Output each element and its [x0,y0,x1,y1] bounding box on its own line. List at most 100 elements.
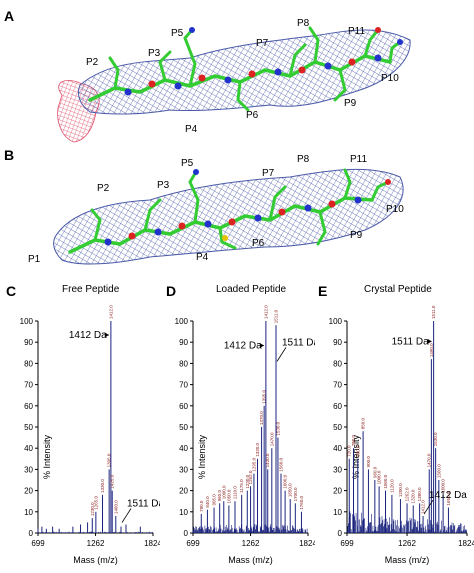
peak-mass-label: 1760.0 [299,496,304,510]
peak-mass-label: 900.0 [366,456,371,468]
label-p7: P7 [256,38,269,49]
peptide-backbone-b [68,168,390,254]
label-b-p3: P3 [157,180,170,191]
peak-mass-label: 960.0 [217,490,222,502]
x-axis-label: Mass (m/z) [385,555,430,565]
peak-mass-label: 840.0 [205,496,210,508]
x-tick-label: 699 [31,539,45,548]
peak-mass-label: 1330.0 [100,479,105,493]
y-tick-label: 10 [179,508,188,517]
label-b-p10: P10 [386,204,404,215]
peak-mass-label: 1295.0 [251,457,256,471]
label-b-p6: P6 [252,238,265,249]
chart-c-title: Free Peptide [62,284,120,295]
label-p2: P2 [86,57,99,68]
peak-mass-label: 1395.0 [107,453,112,467]
y-tick-label: 30 [333,465,342,474]
peak-mass-label: 1262.0 [248,470,253,484]
atoms-a [124,27,403,96]
peak-mass-label: 1700.0 [293,487,298,501]
peak-mass-label: 1412.0 [421,500,426,514]
annotation-arrow [121,508,132,523]
y-tick-label: 50 [179,423,188,432]
y-tick-label: 80 [179,359,188,368]
y-tick-label: 60 [333,402,342,411]
y-tick-label: 60 [179,402,188,411]
peak-mass-label: 960.0 [372,466,377,478]
peak-mass-label: 1530.0 [275,421,280,435]
peak-mass-label: 1600.0 [441,479,446,493]
y-axis-label: % Intensity [351,434,361,479]
peak-mass-label: 1000.0 [221,485,226,499]
x-tick-label: 1824 [299,539,315,548]
peak-mass-label: 1320.0 [411,489,416,503]
label-p4: P4 [185,124,198,135]
peak-mass-label: 1330.0 [255,443,260,457]
x-tick-label: 1824 [458,539,474,548]
peak-mass-label: 760.0 [351,434,356,446]
label-p5: P5 [171,28,184,39]
label-b-p9: P9 [350,230,363,241]
y-tick-label: 10 [333,508,342,517]
y-tick-label: 80 [333,359,342,368]
y-tick-label: 20 [179,487,188,496]
peak-mass-label: 1530.0 [433,432,438,446]
x-tick-label: 1824 [144,539,160,548]
peak-mass-label: 1200.0 [398,483,403,497]
y-tick-label: 40 [24,444,33,453]
annotation-arrowhead [104,332,109,338]
peak-annotation: 1511 Da [127,499,160,510]
label-b-p2: P2 [97,183,110,194]
peak-annotation: 1412 Da [69,330,107,341]
label-b-p7: P7 [262,168,275,179]
label-b-p11: P11 [350,154,367,165]
peak-mass-label: 1412.0 [263,305,268,319]
peak-mass-label: 1000.0 [377,470,382,484]
density-mesh-b [53,168,404,265]
label-p3: P3 [148,48,161,59]
spectrum-chart-free: 0 10 20 30 40 50 60 70 80 90 100 699 1262 1824 Mass (m… [20,305,160,565]
y-tick-label: 60 [24,402,33,411]
peak-mass-label: 1262.0 [405,487,410,501]
x-tick-label: 699 [340,539,354,548]
panel-d-letter: D [166,283,177,299]
annotation-arrow [276,347,287,362]
peak-mass-label: 1470.0 [269,432,274,446]
peak-mass-label: 905.0 [212,494,217,506]
peak-annotation: 1412 Da [224,341,262,352]
density-mesh-a [77,29,411,115]
peak-annotation: 1412 Da [429,490,467,501]
y-tick-label: 40 [333,444,342,453]
peak-mass-label: 1490.0 [429,343,434,357]
peak-mass-label: 1460.0 [113,500,118,514]
peak-mass-label: 1511.0 [431,305,436,319]
y-tick-label: 70 [333,381,342,390]
panel-b-structure: P1 P2 P3 P4 P5 P6 P7 P8 P9 P10 P11 [28,154,404,265]
peak-mass-label: 1380.0 [417,487,422,501]
x-tick-label: 1262 [398,539,416,548]
x-tick-label: 1262 [87,539,105,548]
panel-e-letter: E [318,283,328,299]
label-b-p8: P8 [297,154,310,165]
y-tick-label: 90 [179,338,188,347]
chart-d-title: Loaded Peptide [216,284,287,295]
peak-mass-label: 720.0 [347,445,352,457]
y-tick-label: 100 [20,317,34,326]
peak-mass-label: 1560.0 [279,457,284,471]
y-tick-label: 30 [179,465,188,474]
peak-mass-label: 800.0 [355,445,360,457]
annotation-arrow [423,499,434,515]
y-tick-label: 90 [333,338,342,347]
peak-mass-label: 780.0 [199,500,204,512]
x-tick-label: 1262 [242,539,260,548]
peak-mass-label: 1395.0 [262,390,267,404]
peak-mass-label: 1060.0 [383,474,388,488]
peak-mass-label: 1412.0 [108,305,113,319]
label-p9: P9 [344,98,357,109]
peak-annotation: 1511 Da [282,337,315,348]
residue-labels-b: P1 P2 P3 P4 P5 P6 P7 P8 P9 P10 P11 [28,154,404,265]
panel-b-letter: B [4,147,15,163]
y-tick-label: 20 [24,487,33,496]
peak-mass-label: 1050.0 [226,489,231,503]
peak-mass-label: 1425.0 [110,474,115,488]
